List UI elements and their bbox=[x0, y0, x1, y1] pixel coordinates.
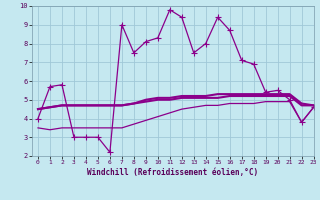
X-axis label: Windchill (Refroidissement éolien,°C): Windchill (Refroidissement éolien,°C) bbox=[87, 168, 258, 177]
